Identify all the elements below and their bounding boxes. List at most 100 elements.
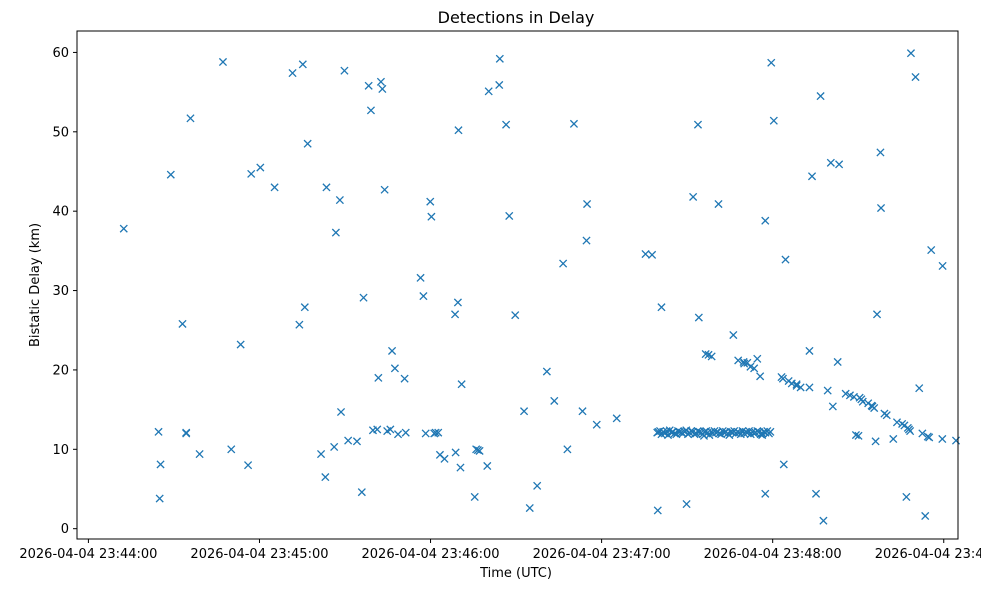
data-point	[778, 374, 788, 383]
data-point	[451, 310, 460, 319]
data-point	[416, 273, 425, 282]
data-point	[871, 437, 880, 446]
data-point	[156, 460, 165, 469]
data-point	[889, 434, 898, 444]
data-point	[295, 320, 304, 329]
data-point	[427, 212, 436, 221]
data-point	[876, 203, 886, 213]
data-point	[330, 442, 339, 451]
y-tick-label: 40	[52, 205, 69, 220]
data-point	[470, 492, 479, 501]
x-tick-label: 2026-04-04 23:48:00	[704, 547, 842, 562]
data-point	[502, 120, 511, 129]
data-point	[882, 411, 891, 420]
data-point	[858, 397, 867, 406]
data-point	[364, 81, 373, 90]
data-point	[734, 356, 743, 365]
data-point	[400, 374, 409, 383]
x-tick-label: 2026-04-04 23:46:00	[362, 547, 500, 562]
data-point	[401, 428, 410, 437]
data-point	[519, 407, 529, 416]
data-point	[583, 199, 592, 209]
x-axis-ticks: 2026-04-04 23:44:00 2026-04-04 23:45:00 20…	[19, 539, 981, 562]
data-point	[870, 403, 879, 413]
data-point	[440, 454, 449, 463]
x-tick-label: 2026-04-04 23:45:00	[190, 547, 328, 562]
data-point	[761, 216, 770, 225]
data-point	[236, 340, 245, 349]
y-tick-label: 20	[52, 363, 69, 378]
data-point	[322, 183, 331, 192]
data-point	[335, 196, 344, 205]
data-point	[378, 84, 387, 94]
data-point	[663, 430, 673, 440]
data-point	[563, 445, 572, 454]
y-axis-label: Bistatic Delay (km)	[28, 223, 43, 347]
data-point	[321, 473, 330, 482]
data-point	[154, 427, 163, 436]
data-point	[483, 461, 492, 471]
y-tick-label: 10	[52, 443, 69, 458]
data-point	[303, 139, 312, 148]
data-point	[918, 429, 927, 438]
data-point	[475, 446, 484, 455]
data-point	[819, 516, 828, 525]
data-point	[857, 395, 866, 404]
data-point	[796, 383, 805, 392]
y-tick-label: 30	[52, 284, 69, 299]
data-point	[653, 506, 662, 515]
data-point	[256, 163, 265, 172]
data-point	[921, 511, 930, 521]
data-point	[761, 489, 770, 498]
data-point	[569, 119, 579, 128]
data-point	[902, 492, 911, 501]
data-point	[915, 384, 924, 393]
data-point	[816, 92, 825, 101]
data-point	[457, 380, 466, 389]
data-point	[767, 58, 776, 67]
data-point	[550, 396, 559, 405]
data-point	[247, 169, 256, 178]
data-point	[756, 372, 765, 381]
data-point	[298, 60, 307, 69]
data-point	[707, 352, 716, 361]
data-point	[592, 420, 601, 429]
data-point	[657, 303, 666, 312]
data-point	[511, 311, 520, 320]
data-point	[495, 80, 504, 90]
data-point	[244, 461, 253, 470]
data-point	[454, 126, 463, 135]
data-point	[864, 399, 873, 408]
data-point	[694, 313, 703, 322]
data-point	[182, 429, 191, 438]
data-point	[344, 436, 353, 445]
data-point	[525, 503, 534, 513]
data-point	[352, 437, 362, 446]
data-point	[331, 228, 340, 237]
data-point	[938, 261, 947, 271]
data-point	[542, 367, 551, 376]
data-point	[805, 383, 814, 392]
data-point	[781, 255, 790, 264]
data-point	[811, 489, 821, 498]
x-axis-label: Time (UTC)	[479, 566, 552, 581]
data-point	[689, 192, 698, 201]
data-point	[892, 418, 902, 427]
data-point	[218, 57, 228, 67]
y-tick-label: 60	[52, 46, 69, 61]
data-point	[612, 414, 621, 423]
data-point	[925, 433, 934, 442]
data-point	[779, 460, 788, 469]
data-point	[178, 319, 187, 328]
data-point	[195, 450, 204, 459]
data-point	[851, 430, 860, 440]
data-point	[729, 330, 738, 340]
data-point	[376, 77, 385, 86]
data-point	[828, 402, 837, 411]
data-point	[641, 249, 650, 259]
data-point	[833, 357, 842, 367]
data-point	[769, 116, 778, 125]
data-point	[484, 87, 493, 96]
data-point	[826, 158, 835, 167]
